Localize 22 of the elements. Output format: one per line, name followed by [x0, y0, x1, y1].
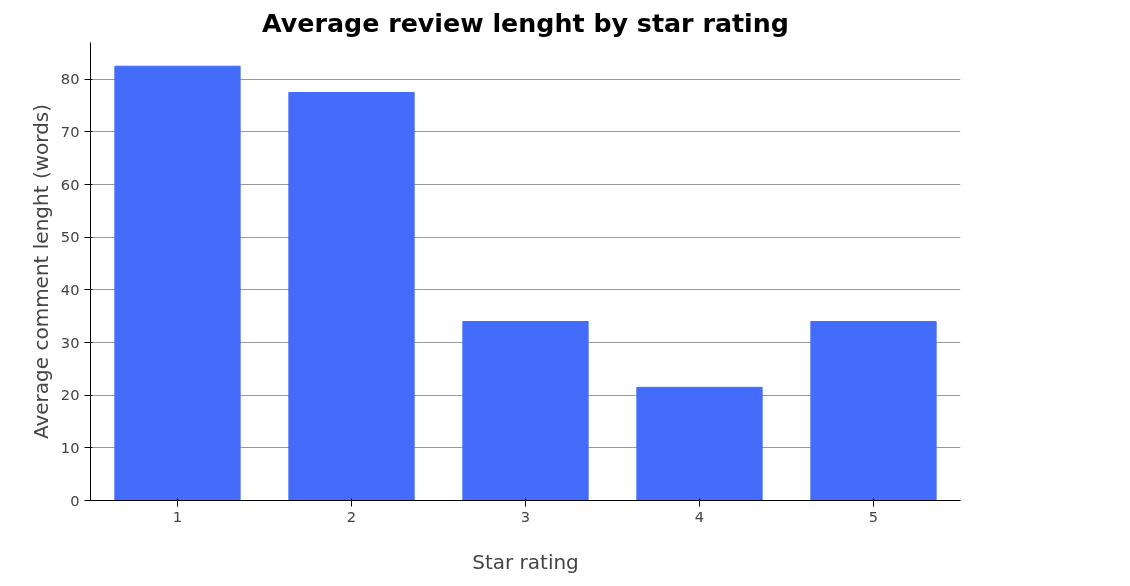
y-tick-label: 30 — [60, 333, 80, 351]
x-tick-label: 5 — [868, 507, 879, 525]
x-tick-label: 2 — [346, 507, 357, 525]
x-tick-label: 3 — [520, 507, 531, 525]
y-tick-label: 40 — [60, 280, 80, 298]
y-tick-label: 60 — [60, 175, 80, 193]
y-axis-title: Average comment lenght (words) — [28, 103, 53, 440]
bar — [810, 321, 937, 501]
bar — [114, 65, 241, 501]
y-tick-label: 10 — [60, 438, 80, 456]
y-tick-label: 0 — [70, 491, 80, 509]
x-tick-label: 1 — [172, 507, 183, 525]
x-tick-label: 4 — [694, 507, 705, 525]
bar — [636, 386, 763, 501]
bar — [288, 92, 415, 501]
bar — [462, 321, 589, 501]
x-axis-title: Star rating — [472, 549, 579, 574]
y-tick-label: 70 — [60, 122, 80, 140]
y-tick-label: 20 — [60, 386, 80, 404]
y-tick-label: 50 — [60, 228, 80, 246]
y-tick-label: 80 — [60, 70, 80, 88]
chart-title: Average review lenght by star rating — [262, 7, 789, 38]
